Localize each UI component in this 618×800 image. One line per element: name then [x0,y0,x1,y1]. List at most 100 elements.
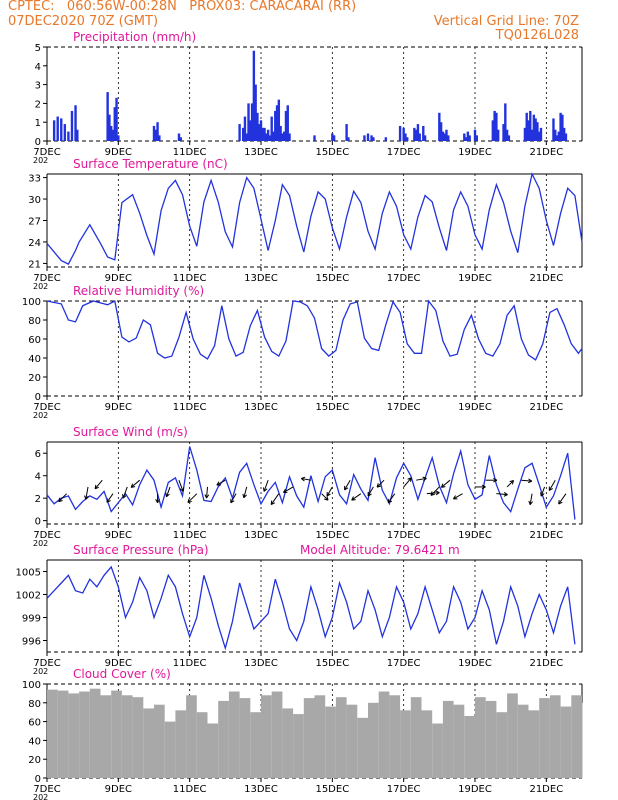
panel-title: Relative Humidity (%) [73,284,204,298]
precip-bar [538,131,541,141]
x-tick-label: 13DEC [244,147,278,158]
precip-bar [445,129,448,141]
wind-arrow [430,486,440,496]
wind-arrow [178,480,185,492]
precip-bar [384,137,388,141]
precip-bar [259,120,263,141]
precip-bar [263,127,266,141]
precip-bar [265,133,268,141]
precip-bar [505,129,509,141]
wind-arrow-head [376,483,379,488]
cloud-cover-bar [100,695,112,778]
x-tick-label: 9DEC [105,530,132,541]
wind-arrow-head [407,477,412,480]
wind-arrow-head [166,493,170,498]
wind-arrow [387,493,396,504]
precip-bar [245,133,248,141]
precip-bar [366,133,370,141]
precip-bar [562,127,566,141]
precip-bar [552,118,555,141]
y-tick-label: 24 [28,238,41,249]
x-tick-label: 19DEC [458,273,492,284]
y-tick-label: 5 [35,43,41,54]
wind-arrow-head [58,497,61,502]
cloud-cover-bar [346,704,358,778]
x-tick-label: 9DEC [105,273,132,284]
wind-arrow [216,479,226,486]
x-tick-label: 13DEC [244,658,278,669]
y-tick-label: 27 [28,217,41,228]
wind-arrow-head [503,492,508,496]
precip-bar [254,84,257,141]
precip-bar [423,135,427,141]
y-tick-label: 60 [28,718,41,729]
cloud-cover-bar [175,710,187,778]
x-tick-label: 21DEC [529,658,563,669]
precip-bar [507,135,511,141]
wind-arrow [485,477,498,483]
precip-bar [279,125,282,141]
y-tick-label: 20 [28,373,41,384]
wind-arrow-head [529,501,534,506]
wind-arrow [165,486,171,498]
wind-arrow-head [481,486,486,490]
wind-arrow-head [84,495,87,500]
precip-bar [74,105,77,141]
cloud-cover-bar [228,691,240,778]
y-tick-label: 1002 [16,591,41,602]
y-tick-label: 0 [35,392,41,403]
wind-arrow [262,480,269,492]
x-tick-label: 21DEC [529,147,563,158]
panel-4 [43,441,583,528]
wind-arrow-shaft [216,479,226,486]
precip-bar [475,135,478,141]
panel-title: Surface Wind (m/s) [73,425,188,439]
cloud-cover-bar [335,697,347,778]
precip-bar [532,114,536,141]
wind-arrow-shaft [230,493,237,504]
wind-arrow [540,486,546,497]
y-tick-label: 100 [22,297,41,308]
wind-arrow-shaft [506,480,514,488]
wind-arrow-shaft [263,480,269,492]
cloud-cover-bar [442,700,454,778]
wind-arrow-head [187,500,192,504]
x-tick-label: 9DEC [105,784,132,795]
cloud-cover-bar [196,712,208,778]
precip-bar [564,133,568,141]
wind-arrow-shaft [326,486,333,497]
precip-bar [268,135,272,141]
y-tick-label: 4 [35,62,41,73]
panel-6 [43,683,583,782]
wind-arrow-shaft [416,477,427,481]
x-tick-label: 21DEC [529,273,563,284]
precip-bar [52,120,56,141]
wind-arrow [230,493,237,504]
wind-arrow-shaft [94,479,103,490]
precip-bar [288,133,291,141]
precip-bar [402,127,405,141]
wind-arrow-head [243,494,247,499]
cloud-cover-bar [79,691,90,778]
wind-arrow [282,486,294,494]
precip-bar [502,124,505,141]
precip-bar [238,124,241,141]
wind-arrow-shaft [58,493,67,502]
precip-bar [247,103,250,141]
precip-bar [272,131,275,141]
precip-bar [554,129,557,141]
cloud-cover-bar [368,702,379,778]
x-tick-label: 15DEC [315,784,349,795]
wind-arrow-head [242,493,245,498]
wind-arrow [440,479,451,488]
wind-arrow-head [558,501,563,505]
precip-bar [106,92,109,141]
precip-bar [284,110,288,141]
wind-arrow [204,486,210,499]
precip-bar [493,110,496,141]
wind-arrow-head [511,480,515,485]
precip-bar [466,131,470,141]
cloud-cover-bar [582,702,583,778]
wind-arrow-head [452,495,456,500]
x-tick-label: 21DEC [529,784,563,795]
